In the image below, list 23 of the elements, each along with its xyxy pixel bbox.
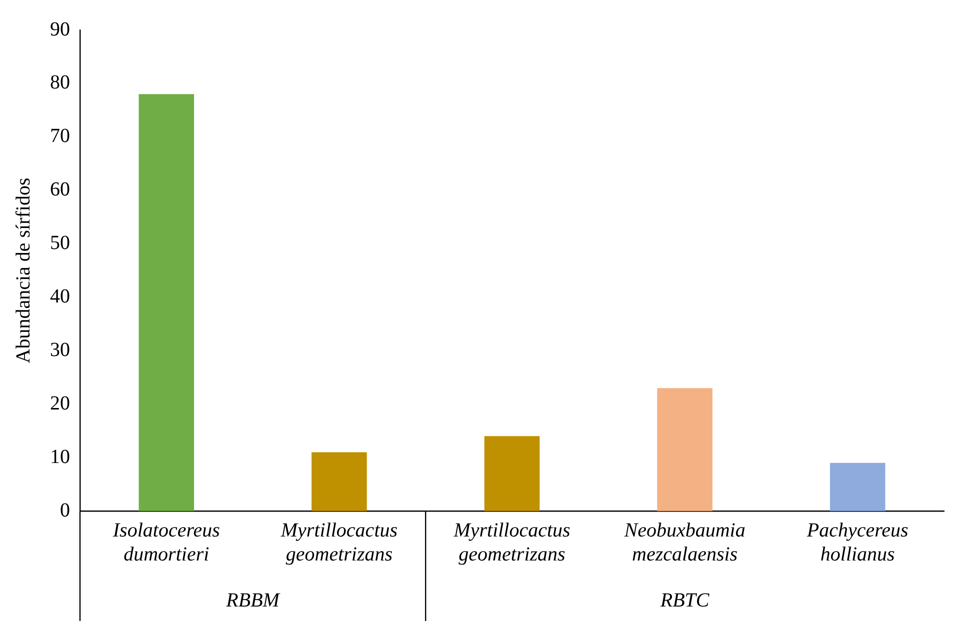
y-tick-label: 10 (50, 446, 70, 468)
text: RBTC (659, 589, 710, 612)
y-tick-label: 70 (50, 125, 70, 148)
text: RBBM (225, 589, 281, 612)
y-tick-label: 50 (50, 232, 70, 254)
x-tick-label: Myrtillocactus geometrizans (452, 519, 571, 566)
bar (657, 388, 712, 511)
y-tick-label: 60 (50, 178, 70, 201)
bar (484, 436, 540, 511)
bar (312, 452, 367, 511)
bar (830, 462, 886, 511)
y-tick-label: 20 (50, 392, 70, 414)
y-tick-label: 90 (50, 18, 70, 40)
x-tick-label: Isolatocereus dumortieri (112, 519, 220, 566)
y-tick-label: 0 (60, 499, 70, 522)
y-tick-label: 30 (50, 338, 70, 361)
x-tick-label: Myrtillocactus geometrizans (280, 519, 398, 566)
y-axis-title: Abundancia de sírfidos (12, 178, 34, 364)
x-tick-label: Pachycereus hollianus (806, 519, 909, 566)
x-tick-label: Neobuxbaumia mezcalaensis (623, 519, 746, 566)
y-tick-label: 80 (50, 72, 70, 94)
y-tick-label: 40 (50, 285, 70, 308)
bar (138, 94, 194, 511)
